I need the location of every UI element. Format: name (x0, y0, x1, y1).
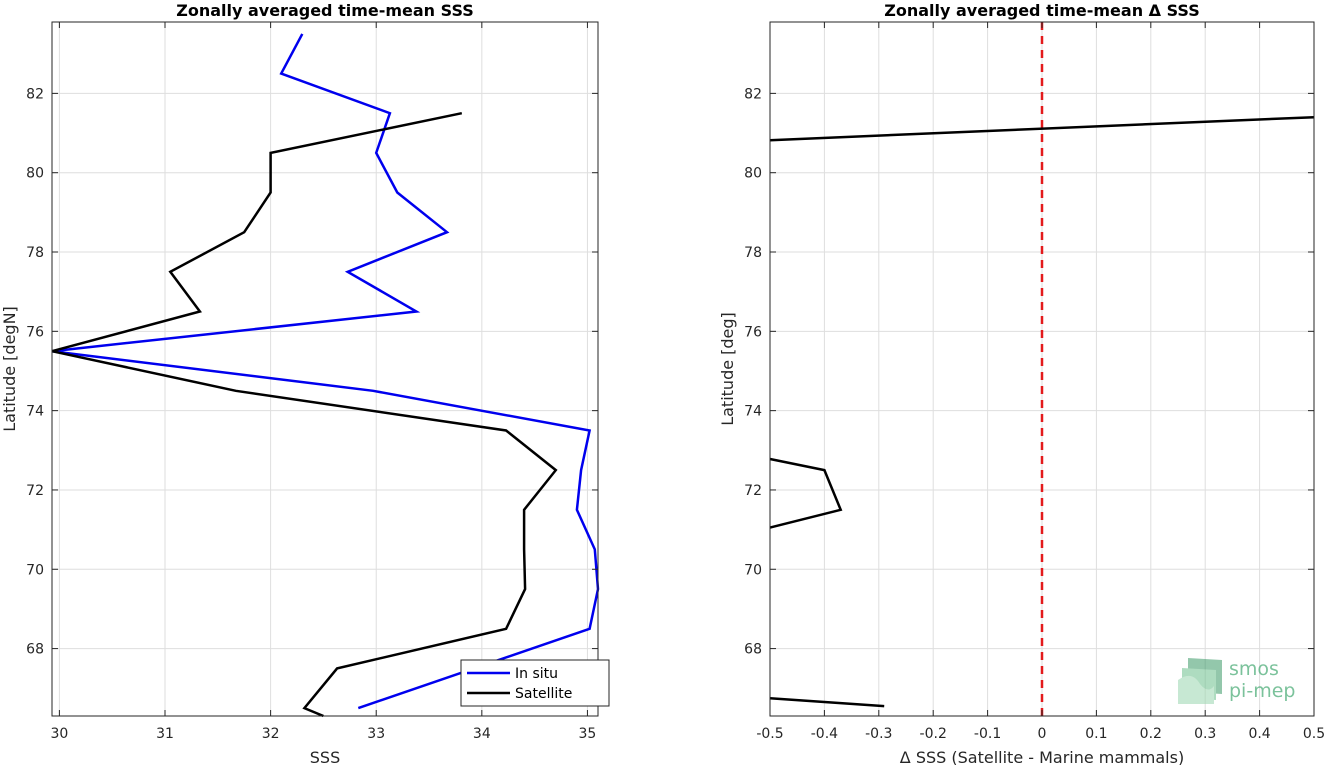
y-tick-label: 70 (744, 562, 762, 578)
x-tick-label: -0.4 (811, 726, 838, 742)
left-panel: Zonally averaged time-mean SSS 30 31 32 33 3… (0, 1, 610, 765)
x-tick-label: 35 (579, 726, 597, 742)
right-panel: Zonally averaged time-mean Δ SSS -0.5 -0.… (718, 1, 1325, 765)
right-chart-title: Zonally averaged time-mean Δ SSS (884, 1, 1200, 20)
x-tick-label: 32 (262, 726, 280, 742)
y-tick-label: 82 (744, 86, 762, 102)
x-tick-label: 33 (367, 726, 385, 742)
satellite-series-line (51, 111, 558, 718)
y-tick-label: 80 (744, 166, 762, 182)
x-tick-label: 0.4 (1248, 726, 1270, 742)
legend-label-in-situ: In situ (515, 666, 558, 682)
x-tick-label: -0.1 (974, 726, 1001, 742)
x-tick-label: -0.2 (920, 726, 947, 742)
y-tick-label: 80 (26, 166, 44, 182)
y-tick-label: 72 (744, 483, 762, 499)
x-tick-label: 34 (473, 726, 491, 742)
x-tick-label: 0.3 (1194, 726, 1216, 742)
delta-sss-series-line (769, 457, 843, 529)
legend: In situ Satellite (460, 659, 610, 707)
right-y-axis-label: Latitude [deg] (718, 312, 737, 426)
y-tick-label: 78 (744, 245, 762, 261)
left-y-axis-label: Latitude [degN] (0, 306, 19, 432)
y-tick-label: 78 (26, 245, 44, 261)
right-x-axis-label: Δ SSS (Satellite - Marine mammals) (900, 748, 1184, 765)
y-tick-label: 82 (26, 86, 44, 102)
logo-wave-icon (1178, 658, 1222, 704)
right-series-group (769, 22, 1315, 716)
x-tick-label: 0.5 (1303, 726, 1325, 742)
left-grid (52, 22, 598, 716)
x-tick-label: -0.3 (865, 726, 892, 742)
x-tick-label: 0.2 (1140, 726, 1162, 742)
x-tick-label: 31 (156, 726, 174, 742)
y-tick-label: 70 (26, 562, 44, 578)
x-tick-label: 0.1 (1085, 726, 1107, 742)
x-tick-label: -0.5 (756, 726, 783, 742)
y-tick-label: 76 (26, 324, 44, 340)
left-axes-box (51, 21, 599, 717)
left-chart-title: Zonally averaged time-mean SSS (176, 1, 474, 20)
left-tick-labels: 30 31 32 33 34 35 68 70 72 74 76 78 80 82 (26, 22, 598, 742)
logo-text-smos: smos (1229, 658, 1279, 680)
right-tick-labels: -0.5 -0.4 -0.3 -0.2 -0.1 0 0.1 0.2 0.3 0.4 0.5 68 70… (744, 22, 1325, 742)
smos-pi-mep-logo: smos pi-mep (1178, 658, 1295, 704)
delta-sss-series-line (769, 115, 1315, 142)
y-tick-label: 74 (26, 404, 44, 420)
logo-text-pi-mep: pi-mep (1229, 680, 1295, 702)
left-series-group (51, 33, 600, 718)
y-tick-label: 68 (26, 642, 44, 658)
legend-label-satellite: Satellite (515, 686, 572, 702)
x-tick-label: 30 (50, 726, 68, 742)
x-tick-label: 0 (1038, 726, 1047, 742)
left-x-axis-label: SSS (310, 748, 340, 765)
delta-sss-series-line (769, 696, 885, 708)
y-tick-label: 68 (744, 642, 762, 658)
y-tick-label: 76 (744, 324, 762, 340)
y-tick-label: 74 (744, 404, 762, 420)
y-tick-label: 72 (26, 483, 44, 499)
legend-box (460, 659, 610, 707)
